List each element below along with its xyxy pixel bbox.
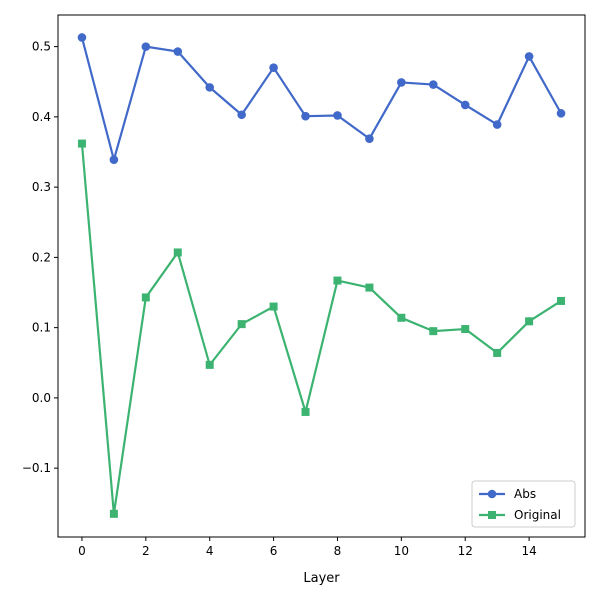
x-tick-label: 8 [334,544,342,558]
x-tick-label: 12 [458,544,473,558]
data-point-abs [556,109,566,118]
x-tick-label: 14 [521,544,536,558]
data-point-original [301,407,310,416]
y-tick-label: 0.0 [32,391,51,405]
y-tick-label: 0.3 [32,180,51,194]
x-tick-label: 10 [394,544,409,558]
data-point-abs [269,63,278,72]
data-point-original [77,139,86,148]
data-point-original [461,325,470,334]
data-point-original [205,360,214,369]
data-point-abs [365,134,374,143]
data-point-original [237,320,246,329]
data-point-abs [492,120,502,129]
ticks-layer: 0 2 4 6 8 10 12 14 −0.1 0.0 0.1 0.2 0.3 0.4 0.5 [22,40,537,558]
data-point-abs [428,80,438,89]
data-point-original [365,283,374,292]
x-tick-label: 2 [142,544,150,558]
data-point-abs [397,78,406,87]
data-point-original [269,302,278,311]
data-point-abs [524,52,534,61]
plot-frame [57,14,586,538]
data-point-abs [333,111,342,120]
data-point-original [557,296,566,305]
series-layer [77,33,566,518]
x-axis-label: Layer [303,571,340,586]
data-point-abs [77,33,87,42]
data-point-abs [173,47,183,56]
data-point-abs [109,155,119,165]
y-tick-label: −0.1 [22,461,51,475]
series-line-abs [80,37,563,161]
legend-marker-original [488,511,496,519]
y-tick-label: 0.5 [32,40,51,54]
data-point-abs [205,83,215,92]
data-point-abs [301,111,310,121]
data-point-original [397,313,406,322]
x-tick-label: 4 [206,544,214,558]
data-point-original [493,348,502,357]
y-tick-label: 0.4 [32,110,51,124]
data-point-abs [237,110,246,120]
data-point-original [109,509,118,518]
legend: Abs Original [471,480,576,528]
legend-label-original: Original [514,508,561,522]
series-original [77,139,566,518]
legend-item-original: Original [479,508,561,522]
data-point-original [429,327,438,336]
data-point-original [525,317,534,326]
x-tick-label: 6 [270,544,278,558]
legend-item-abs: Abs [479,487,536,501]
y-tick-label: 0.1 [32,321,51,335]
data-point-abs [141,42,151,51]
series-line-original [80,143,562,515]
data-point-original [141,293,150,302]
data-point-original [173,248,182,257]
y-tick-label: 0.2 [32,250,51,264]
data-point-original [333,276,342,285]
data-point-abs [460,100,470,110]
series-abs [77,33,566,165]
x-tick-label: 0 [78,544,86,558]
legend-label-abs: Abs [514,487,536,501]
legend-marker-abs [487,489,497,499]
